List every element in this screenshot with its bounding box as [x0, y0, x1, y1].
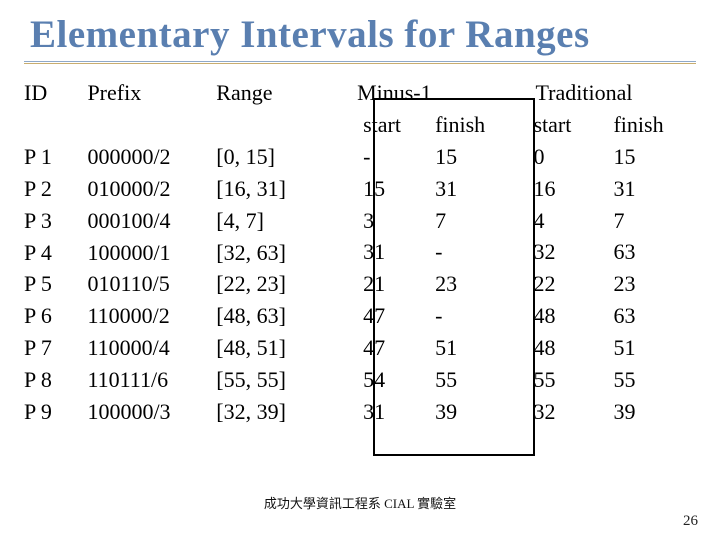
table-cell: 000100/4 [87, 205, 216, 237]
table-cell: 000000/2 [87, 141, 216, 173]
hdr-finish: finish [613, 109, 693, 141]
table-cell: P 8 [24, 364, 87, 396]
slide-title: Elementary Intervals for Ranges [0, 0, 720, 59]
table-cell: 110111/6 [87, 364, 216, 396]
table-cell: [48, 63] [216, 300, 355, 332]
slide-number: 26 [683, 513, 698, 530]
table-cell: [32, 39] [216, 396, 355, 428]
col-prefix: Prefix 000000/2 010000/2 000100/4 100000… [87, 77, 216, 428]
col-range: Range [0, 15] [16, 31] [4, 7] [32, 63] [… [216, 77, 355, 428]
table-cell: [32, 63] [216, 237, 355, 269]
table-cell: 100000/3 [87, 396, 216, 428]
hdr-prefix: Prefix [87, 77, 216, 109]
table-cell: P 4 [24, 237, 87, 269]
table-cell: P 2 [24, 173, 87, 205]
table-cell: 110000/4 [87, 332, 216, 364]
table-row: 5555 [533, 364, 702, 396]
table-cell: [0, 15] [216, 141, 355, 173]
table-row: 4851 [533, 332, 702, 364]
table-cell: 010110/5 [87, 268, 216, 300]
table-row: 47 [533, 205, 702, 237]
table-cell: P 3 [24, 205, 87, 237]
hdr-traditional: Traditional [533, 77, 702, 109]
table-content: ID P 1 P 2 P 3 P 4 P 5 P 6 P 7 P 8 P 9 P… [0, 77, 720, 428]
table-cell: P 9 [24, 396, 87, 428]
table-row: 3239 [533, 396, 702, 428]
table-cell: [55, 55] [216, 364, 355, 396]
highlight-box [373, 98, 535, 456]
title-underline [24, 61, 696, 63]
table-cell: [22, 23] [216, 268, 355, 300]
table-cell: [16, 31] [216, 173, 355, 205]
footer-text: 成功大學資訊工程系 CIAL 實驗室 [0, 493, 720, 512]
table-cell: P 5 [24, 268, 87, 300]
table-cell: 110000/2 [87, 300, 216, 332]
table-row: 3263 [533, 236, 702, 268]
table-cell: [4, 7] [216, 205, 355, 237]
col-id: ID P 1 P 2 P 3 P 4 P 5 P 6 P 7 P 8 P 9 [24, 77, 87, 428]
table-cell: [48, 51] [216, 332, 355, 364]
table-cell: 100000/1 [87, 237, 216, 269]
hdr-start: start [533, 109, 613, 141]
table-row: 4863 [533, 300, 702, 332]
table-cell: P 6 [24, 300, 87, 332]
table-cell: P 7 [24, 332, 87, 364]
table-row: 2223 [533, 268, 702, 300]
table-row: 015 [533, 141, 702, 173]
table-row: 1631 [533, 173, 702, 205]
table-cell: 010000/2 [87, 173, 216, 205]
col-traditional: Traditional start finish 015 1631 47 326… [533, 77, 702, 428]
hdr-range: Range [216, 77, 355, 109]
table-cell: P 1 [24, 141, 87, 173]
hdr-traditional-sub: start finish [533, 109, 702, 141]
hdr-id: ID [24, 77, 87, 109]
